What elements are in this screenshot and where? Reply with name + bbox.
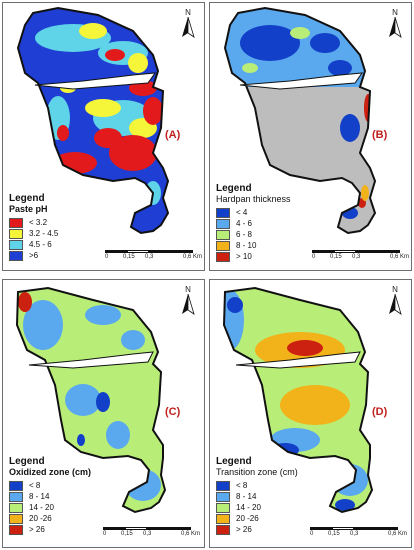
panel-label-c: (C) <box>165 406 181 418</box>
legend-item: 14 - 20 <box>9 502 91 513</box>
scale-bar-c: 0 0,15 0,3 0,6 Km <box>103 527 204 539</box>
scale-bar-b: 0 0,15 0,3 0,6 Km <box>312 250 411 262</box>
legend-swatch <box>216 524 230 535</box>
north-arrow-c: N <box>180 286 196 321</box>
legend-swatch <box>9 217 23 228</box>
map-gap <box>34 72 157 90</box>
legend-item: >6 <box>9 250 58 261</box>
legend-swatch <box>216 251 230 262</box>
legend-swatch <box>9 491 23 502</box>
legend-swatch <box>9 228 23 239</box>
legend-swatch <box>216 229 230 240</box>
legend-item: 8 - 10 <box>216 240 291 251</box>
legend-item: > 26 <box>9 524 91 535</box>
oxidized-zone-map <box>16 287 166 513</box>
legend-swatch <box>216 240 230 251</box>
ph-3-2-4-5-patches <box>60 23 157 138</box>
legend-title: Legend <box>216 456 252 467</box>
legend-item: 4 - 6 <box>216 218 291 229</box>
scale-bar-a: 0 0,15 0,3 0,6 Km <box>105 250 204 262</box>
legend-item: < 8 <box>216 480 298 491</box>
legend-swatch <box>9 239 23 250</box>
panel-label-b: (B) <box>372 129 388 141</box>
legend-b: Legend Hardpan thickness < 4 4 - 6 6 - 8… <box>216 183 291 262</box>
legend-a: Legend Paste pH < 3.2 3.2 - 4.5 4.5 - 6 … <box>9 193 58 261</box>
panel-d-transition-zone: (D) N Legend Transition zone (cm) < 8 8 … <box>209 279 412 548</box>
legend-item: 6 - 8 <box>216 229 291 240</box>
legend-title: Legend <box>9 456 45 467</box>
panel-c-oxidized-zone: (C) N Legend Oxidized zone (cm) < 8 8 - … <box>2 279 205 548</box>
legend-item: 20 -26 <box>216 513 298 524</box>
legend-swatch <box>216 513 230 524</box>
legend-swatch <box>216 502 230 513</box>
legend-swatch <box>216 491 230 502</box>
legend-swatch <box>9 480 23 491</box>
paste-ph-map <box>17 7 169 234</box>
legend-subtitle: Oxidized zone (cm) <box>9 467 92 477</box>
legend-c: Legend Oxidized zone (cm) < 8 8 - 14 14 … <box>9 456 91 535</box>
legend-items: < 3.2 3.2 - 4.5 4.5 - 6 >6 <box>9 217 58 261</box>
panel-b-hardpan: (B) N Legend Hardpan thickness < 4 4 - 6… <box>209 2 412 271</box>
north-arrow-b: N <box>387 9 403 44</box>
legend-subtitle: Paste pH <box>9 204 48 214</box>
hardpan-thickness-map <box>224 7 376 234</box>
legend-subtitle: Transition zone (cm) <box>216 467 298 477</box>
legend-swatch <box>216 207 230 218</box>
legend-item: 4.5 - 6 <box>9 239 58 250</box>
legend-d: Legend Transition zone (cm) < 8 8 - 14 1… <box>216 456 298 535</box>
legend-item: 8 - 14 <box>216 491 298 502</box>
transition-zone-map <box>223 287 373 513</box>
legend-swatch <box>9 250 23 261</box>
legend-subtitle: Hardpan thickness <box>216 194 291 204</box>
legend-item: < 3.2 <box>9 217 58 228</box>
panel-label-a: (A) <box>165 129 181 141</box>
legend-item: 20 -26 <box>9 513 91 524</box>
scale-bar-d: 0 0,15 0,3 0,6 Km <box>310 527 411 539</box>
legend-swatch <box>216 480 230 491</box>
legend-swatch <box>216 218 230 229</box>
legend-swatch <box>9 524 23 535</box>
legend-title: Legend <box>9 193 45 204</box>
panel-a-paste-ph: (A) N Legend Paste pH < 3.2 3.2 - 4.5 4.… <box>2 2 205 271</box>
legend-item: 14 - 20 <box>216 502 298 513</box>
legend-swatch <box>9 502 23 513</box>
panel-label-d: (D) <box>372 406 388 418</box>
legend-item: 3.2 - 4.5 <box>9 228 58 239</box>
legend-item: < 4 <box>216 207 291 218</box>
legend-item: 8 - 14 <box>9 491 91 502</box>
legend-item: > 10 <box>216 251 291 262</box>
north-arrow-d: N <box>387 286 403 321</box>
legend-item: > 26 <box>216 524 298 535</box>
legend-title: Legend <box>216 183 252 194</box>
legend-swatch <box>9 513 23 524</box>
ph-lt-3-2-patches <box>53 49 163 174</box>
north-arrow-a: N <box>180 9 196 44</box>
legend-item: < 8 <box>9 480 91 491</box>
